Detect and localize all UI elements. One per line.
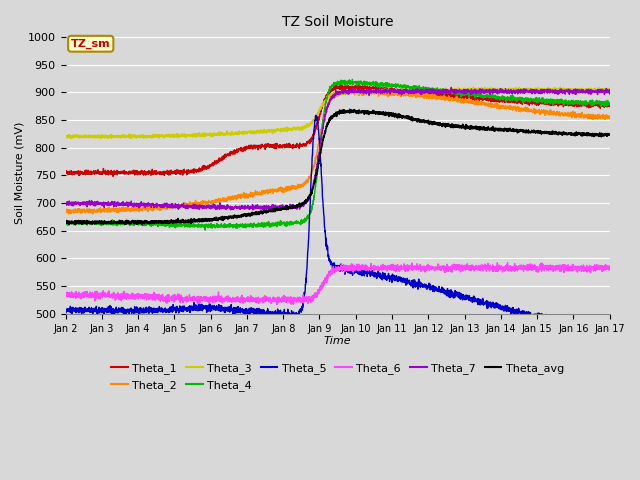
Theta_3 bbox=[470, 84, 477, 90]
Theta_5 bbox=[124, 309, 131, 314]
Theta_avg bbox=[537, 128, 545, 134]
Theta_7 bbox=[595, 89, 603, 95]
Theta_3 bbox=[537, 85, 545, 91]
Theta_6 bbox=[270, 297, 278, 303]
Theta_2 bbox=[156, 207, 164, 213]
Theta_5 bbox=[156, 307, 164, 313]
Theta_6 bbox=[606, 264, 614, 269]
Theta_avg bbox=[294, 202, 302, 208]
Theta_7 bbox=[537, 88, 545, 94]
Theta_4 bbox=[124, 219, 131, 225]
Theta_7 bbox=[447, 84, 455, 90]
Theta_2 bbox=[61, 210, 69, 216]
Theta_4 bbox=[606, 102, 614, 108]
Theta_3 bbox=[124, 133, 132, 139]
Theta_1 bbox=[61, 169, 69, 175]
X-axis label: Time: Time bbox=[324, 336, 351, 347]
Line: Theta_3: Theta_3 bbox=[65, 87, 610, 139]
Line: Theta_6: Theta_6 bbox=[65, 263, 610, 304]
Theta_avg bbox=[138, 222, 146, 228]
Theta_avg bbox=[61, 217, 69, 223]
Line: Theta_avg: Theta_avg bbox=[65, 109, 610, 225]
Theta_4 bbox=[271, 222, 278, 228]
Theta_7 bbox=[259, 207, 267, 213]
Theta_3 bbox=[271, 127, 278, 133]
Theta_4 bbox=[156, 220, 164, 226]
Theta_6 bbox=[273, 301, 281, 307]
Theta_3 bbox=[156, 133, 164, 139]
Theta_avg bbox=[346, 107, 354, 112]
Theta_5 bbox=[61, 305, 69, 311]
Theta_4 bbox=[537, 97, 545, 103]
Theta_7 bbox=[156, 203, 164, 209]
Legend: Theta_1, Theta_2, Theta_3, Theta_4, Theta_5, Theta_6, Theta_7, Theta_avg: Theta_1, Theta_2, Theta_3, Theta_4, Thet… bbox=[107, 359, 568, 395]
Title: TZ Soil Moisture: TZ Soil Moisture bbox=[282, 15, 394, 29]
Theta_4 bbox=[349, 76, 356, 82]
Theta_1 bbox=[606, 103, 614, 108]
Theta_1 bbox=[595, 101, 603, 107]
Theta_1 bbox=[294, 143, 302, 149]
Theta_5 bbox=[537, 312, 545, 318]
Theta_6 bbox=[124, 292, 131, 298]
Theta_avg bbox=[271, 208, 278, 214]
Theta_5 bbox=[606, 326, 614, 332]
Theta_1 bbox=[537, 98, 545, 104]
Theta_1 bbox=[109, 173, 117, 179]
Theta_6 bbox=[537, 261, 545, 266]
Theta_3 bbox=[294, 124, 302, 130]
Line: Theta_4: Theta_4 bbox=[65, 79, 610, 230]
Theta_5 bbox=[595, 324, 603, 330]
Theta_7 bbox=[294, 203, 302, 208]
Theta_3 bbox=[97, 136, 104, 142]
Theta_2 bbox=[373, 87, 381, 93]
Line: Theta_5: Theta_5 bbox=[65, 115, 610, 331]
Theta_2 bbox=[124, 205, 132, 211]
Line: Theta_2: Theta_2 bbox=[65, 90, 610, 214]
Theta_2 bbox=[271, 186, 278, 192]
Theta_4 bbox=[294, 220, 302, 226]
Theta_2 bbox=[294, 185, 302, 191]
Theta_1 bbox=[355, 82, 362, 87]
Theta_2 bbox=[606, 116, 614, 121]
Theta_3 bbox=[595, 87, 603, 93]
Theta_5 bbox=[294, 312, 301, 318]
Theta_2 bbox=[595, 114, 603, 120]
Theta_3 bbox=[61, 135, 69, 141]
Theta_3 bbox=[606, 86, 614, 92]
Theta_1 bbox=[271, 145, 278, 151]
Line: Theta_7: Theta_7 bbox=[65, 87, 610, 210]
Theta_2 bbox=[537, 109, 545, 115]
Theta_1 bbox=[156, 169, 164, 175]
Theta_2 bbox=[65, 211, 72, 217]
Y-axis label: Soil Moisture (mV): Soil Moisture (mV) bbox=[15, 121, 25, 224]
Line: Theta_1: Theta_1 bbox=[65, 84, 610, 176]
Theta_4 bbox=[61, 219, 69, 225]
Theta_7 bbox=[61, 200, 69, 206]
Theta_avg bbox=[156, 219, 164, 225]
Text: TZ_sm: TZ_sm bbox=[71, 38, 111, 49]
Theta_5 bbox=[270, 310, 278, 315]
Theta_7 bbox=[606, 91, 614, 96]
Theta_7 bbox=[271, 205, 278, 211]
Theta_6 bbox=[61, 292, 69, 298]
Theta_avg bbox=[606, 132, 614, 137]
Theta_4 bbox=[202, 227, 209, 233]
Theta_6 bbox=[156, 295, 164, 300]
Theta_6 bbox=[595, 266, 603, 272]
Theta_avg bbox=[124, 218, 131, 224]
Theta_6 bbox=[504, 260, 511, 265]
Theta_avg bbox=[595, 132, 603, 137]
Theta_5 bbox=[312, 112, 320, 118]
Theta_4 bbox=[595, 99, 603, 105]
Theta_7 bbox=[124, 200, 131, 206]
Theta_6 bbox=[294, 298, 302, 304]
Theta_5 bbox=[603, 328, 611, 334]
Theta_1 bbox=[124, 170, 132, 176]
